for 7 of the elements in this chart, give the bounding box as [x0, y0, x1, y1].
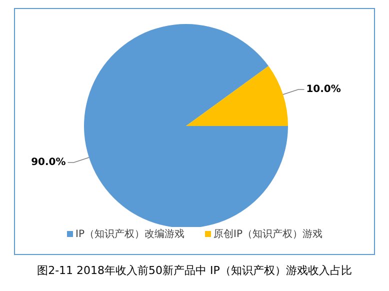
- legend-label: 原创IP（知识产权）游戏: [214, 228, 322, 241]
- legend-label: IP（知识产权）改编游戏: [76, 228, 184, 241]
- pie-slice: [84, 24, 288, 227]
- data-label: 10.0%: [306, 84, 341, 96]
- data-label: 90.0%: [31, 156, 66, 168]
- text: 图2-11 2018年收入前50新产品中 IP（知识产权）游戏收入占比: [36, 263, 353, 278]
- pie-slice: [186, 66, 288, 126]
